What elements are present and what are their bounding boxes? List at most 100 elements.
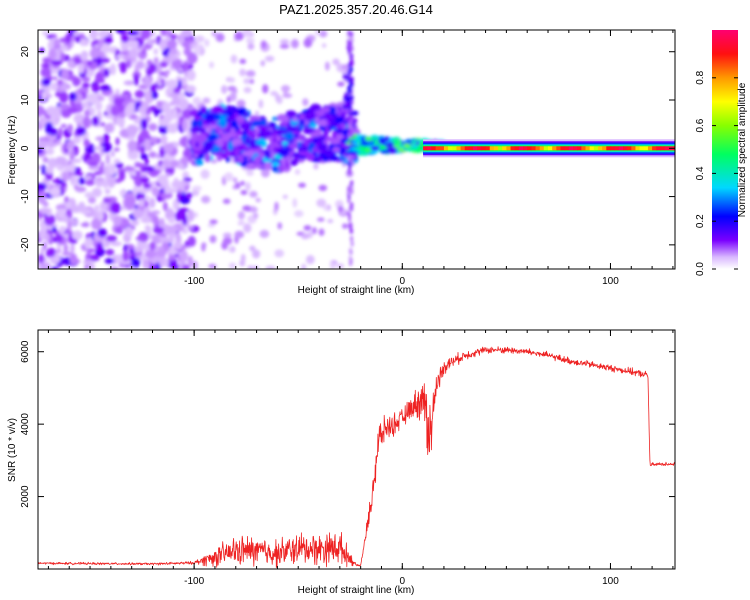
heatmap-cell — [38, 140, 48, 150]
carrier-segment — [622, 146, 628, 151]
heatmap-cell — [44, 83, 51, 95]
carrier-segment — [660, 146, 666, 151]
heatmap-cell — [317, 142, 328, 152]
heatmap-cell — [104, 123, 114, 134]
heatmap-cell — [108, 176, 117, 187]
carrier-segment — [423, 146, 428, 151]
heatmap-cell — [116, 54, 125, 59]
snr-xtick-label: -100 — [184, 576, 204, 587]
carrier-segment — [481, 146, 487, 151]
heatmap-cell — [335, 124, 342, 130]
carrier-segment — [493, 146, 499, 151]
heatmap-cell — [38, 183, 47, 191]
heatmap-cell — [186, 209, 195, 222]
heatmap-cell — [260, 60, 266, 67]
heatmap-cell — [124, 226, 134, 237]
figure-title: PAZ1.2025.357.20.46.G14 — [279, 2, 433, 17]
heatmap-cell — [347, 212, 351, 219]
heatmap-cell — [47, 225, 53, 231]
heatmap-cell — [169, 159, 179, 168]
heatmap-cell — [337, 205, 344, 213]
heatmap-cell — [370, 146, 379, 151]
heatmap-cell — [347, 88, 352, 95]
carrier-segment — [548, 146, 553, 151]
heatmap-cell — [251, 120, 264, 127]
heatmap-cell — [65, 145, 73, 150]
carrier-segment — [456, 146, 462, 151]
heatmap-cell — [73, 31, 80, 37]
heatmap-cell — [72, 76, 81, 87]
heatmap-cell — [181, 228, 189, 234]
carrier-segment — [572, 146, 578, 151]
heatmap-cell — [245, 37, 255, 44]
heatmap-cell — [127, 152, 139, 160]
heatmap-cell — [42, 57, 52, 64]
heatmap-cell — [349, 76, 354, 83]
heatmap-cell — [349, 260, 353, 267]
heatmap-cell — [159, 38, 167, 51]
heatmap-cell — [58, 127, 63, 139]
heatmap-cell — [237, 211, 246, 220]
heatmap-cell — [59, 37, 67, 43]
heatmap-cell — [186, 52, 198, 64]
heatmap-cell — [252, 164, 265, 169]
heatmap-cell — [95, 177, 105, 182]
heatmap-cell — [129, 248, 136, 254]
heatmap-cell — [171, 58, 183, 69]
heatmap-cell — [204, 153, 211, 163]
heatmap-cell — [179, 98, 189, 111]
colorbar-tick-label: 0.0 — [695, 262, 706, 276]
carrier-segment — [489, 146, 495, 151]
heatmap-cell — [304, 137, 310, 148]
heatmap-cell — [185, 192, 193, 199]
heatmap-cell — [244, 136, 251, 145]
heatmap-cell — [349, 228, 353, 235]
heatmap-cell — [91, 83, 100, 94]
heatmap-cell — [347, 169, 351, 176]
heatmap-cell — [181, 77, 187, 87]
heatmap-cell — [60, 103, 68, 111]
heatmap-cell — [66, 140, 75, 148]
carrier-segment — [627, 146, 632, 151]
heatmap-cell — [105, 235, 118, 242]
heatmap-cell — [203, 142, 215, 151]
carrier-segment — [427, 146, 432, 151]
heatmap-cell — [136, 60, 145, 70]
heatmap-cell — [336, 263, 345, 269]
heatmap-cell — [127, 30, 140, 36]
heatmap-cell — [99, 84, 111, 92]
carrier-segment — [506, 146, 512, 151]
heatmap-cell — [319, 30, 328, 38]
heatmap-cell — [280, 158, 286, 166]
heatmap-cell — [93, 44, 100, 49]
heatmap-cell — [79, 38, 86, 47]
heatmap-cell — [110, 150, 115, 157]
heatmap-cell — [247, 43, 255, 50]
heatmap-cell — [47, 248, 56, 258]
heatmap-cell — [255, 139, 263, 145]
heatmap-cell — [350, 188, 354, 195]
heatmap-cell — [232, 177, 238, 183]
heatmap-cell — [292, 116, 298, 122]
heatmap-cell — [62, 171, 69, 183]
heatmap-cell — [160, 191, 173, 200]
heatmap-cell — [294, 133, 299, 139]
heatmap-cell — [259, 229, 270, 238]
heatmap-cell — [278, 129, 286, 135]
heatmap-cell — [140, 117, 148, 130]
heatmap-cell — [60, 182, 67, 187]
heatmap-cell — [207, 223, 216, 228]
heatmap-cell — [119, 258, 132, 266]
spectrogram-xlabel: Height of straight line (km) — [298, 285, 415, 296]
spectrogram-ytick-label: -20 — [20, 237, 31, 252]
heatmap-cell — [317, 119, 330, 127]
heatmap-cell — [257, 125, 268, 130]
snr-xlabel: Height of straight line (km) — [298, 585, 415, 596]
heatmap-cell — [41, 78, 51, 87]
carrier-segment — [593, 146, 599, 151]
carrier-segment — [568, 146, 574, 151]
heatmap-cell — [38, 105, 45, 117]
heatmap-cell — [222, 198, 231, 205]
